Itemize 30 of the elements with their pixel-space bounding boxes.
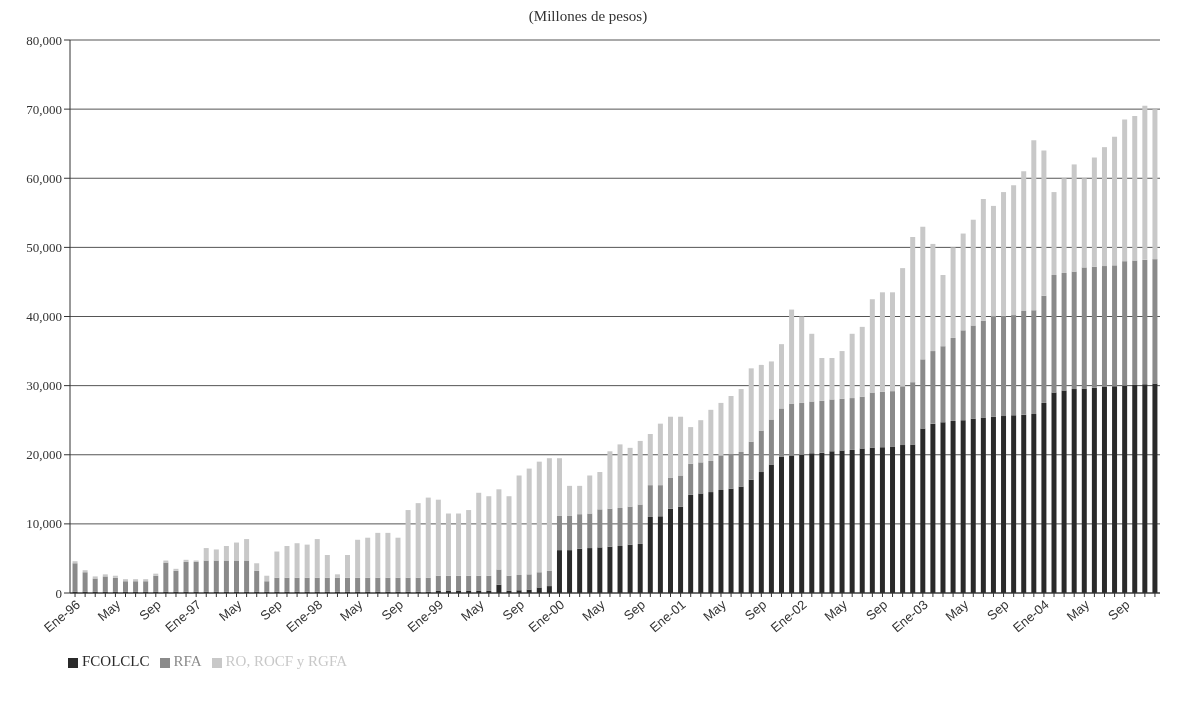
y-tick-label: 10,000 xyxy=(26,516,62,532)
x-tick-label: May xyxy=(337,596,366,625)
x-tick-label: Sep xyxy=(984,596,1012,624)
x-tick-label: Sep xyxy=(620,596,649,624)
x-tick-label: May xyxy=(1063,596,1093,625)
x-tick-label: May xyxy=(700,596,730,625)
y-tick-label: 50,000 xyxy=(26,239,62,255)
x-tick-label: May xyxy=(458,596,487,625)
legend-label: FCOLCLC xyxy=(82,653,150,669)
y-tick-label: 0 xyxy=(55,585,62,601)
y-tick-label: 30,000 xyxy=(26,378,62,394)
x-tick-label: May xyxy=(94,596,124,625)
x-tick-label: May xyxy=(215,596,245,625)
chart-title: (Millones de pesos) xyxy=(527,8,649,26)
x-tick-label: Sep xyxy=(1105,596,1133,624)
y-tick-label: 20,000 xyxy=(26,447,62,463)
x-tick-label: May xyxy=(579,596,609,625)
y-tick-label: 80,000 xyxy=(26,32,62,48)
x-tick-label: Sep xyxy=(136,596,164,624)
x-tick-label: Sep xyxy=(741,596,770,624)
x-tick-label: May xyxy=(821,596,851,625)
legend-label: RFA xyxy=(173,653,202,669)
x-tick-label: Sep xyxy=(862,596,891,624)
y-tick-label: 40,000 xyxy=(26,309,62,325)
x-tick-label: Sep xyxy=(257,596,285,624)
x-tick-label: May xyxy=(942,596,972,625)
x-tick-label: Sep xyxy=(499,596,527,624)
y-tick-label: 70,000 xyxy=(26,101,62,117)
y-tick-label: 60,000 xyxy=(26,170,62,186)
x-tick-label: Sep xyxy=(378,596,406,624)
